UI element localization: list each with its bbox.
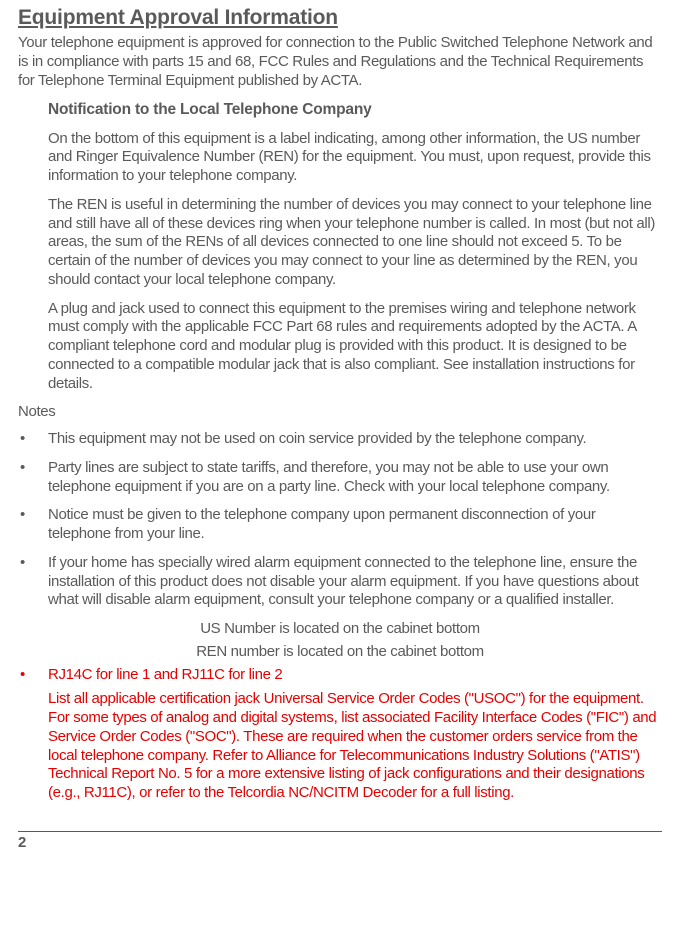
red-bullet-text: RJ14C for line 1 and RJ11C for line 2 (48, 666, 282, 683)
red-list: RJ14C for line 1 and RJ11C for line 2 Li… (18, 666, 662, 803)
center-ren-number: REN number is located on the cabinet bot… (18, 643, 662, 662)
list-item: Party lines are subject to state tariffs… (18, 459, 662, 497)
notes-list: This equipment may not be used on coin s… (18, 430, 662, 610)
red-paragraph: List all applicable certification jack U… (48, 690, 662, 803)
subheading-notification: Notification to the Local Telephone Comp… (48, 100, 662, 119)
intro-paragraph: Your telephone equipment is approved for… (18, 34, 662, 90)
page-heading: Equipment Approval Information (18, 6, 662, 30)
page-number: 2 (18, 834, 26, 851)
paragraph-ren-usage: The REN is useful in determining the num… (48, 196, 662, 290)
list-item: If your home has specially wired alarm e… (18, 554, 662, 610)
list-item: This equipment may not be used on coin s… (18, 430, 662, 449)
paragraph-ren-label: On the bottom of this equipment is a lab… (48, 130, 662, 186)
notes-label: Notes (18, 403, 662, 422)
page-footer: 2 (18, 831, 662, 851)
center-us-number: US Number is located on the cabinet bott… (18, 620, 662, 639)
list-item: RJ14C for line 1 and RJ11C for line 2 Li… (18, 666, 662, 803)
list-item: Notice must be given to the telephone co… (18, 506, 662, 544)
paragraph-plug-jack: A plug and jack used to connect this equ… (48, 300, 662, 394)
document-page: Equipment Approval Information Your tele… (0, 0, 678, 861)
